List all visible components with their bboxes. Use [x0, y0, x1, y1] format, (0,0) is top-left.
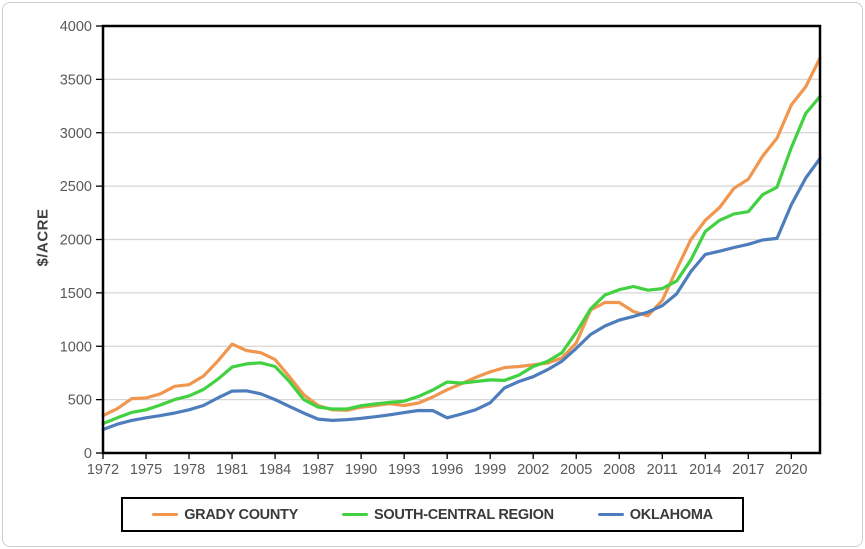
- legend-label-grady-county: GRADY COUNTY: [184, 506, 298, 523]
- x-axis-tick-label: 1993: [388, 462, 420, 478]
- legend-item-south-central-region: SOUTH-CENTRAL REGION: [341, 506, 554, 523]
- x-axis-tick-label: 2008: [603, 462, 635, 478]
- y-axis-tick-label: 2000: [60, 233, 92, 249]
- legend-line-swatch-oklahoma: [597, 512, 624, 517]
- x-axis-tick-label: 2017: [732, 462, 764, 478]
- y-axis-tick-label: 1000: [60, 339, 92, 355]
- legend-line-swatch-grady-county: [152, 512, 179, 517]
- x-axis-tick-label: 1987: [302, 462, 334, 478]
- legend-item-oklahoma: OKLAHOMA: [597, 506, 713, 523]
- x-axis-tick-label: 1978: [173, 462, 205, 478]
- y-axis-tick-label: 3500: [60, 72, 92, 88]
- x-axis-tick-label: 1990: [345, 462, 377, 478]
- x-axis-tick-label: 1999: [474, 462, 506, 478]
- legend-label-oklahoma: OKLAHOMA: [629, 506, 713, 523]
- x-axis-tick-label: 1975: [130, 462, 162, 478]
- y-axis-tick-label: 4000: [60, 19, 92, 35]
- legend-item-grady-county: GRADY COUNTY: [152, 507, 298, 523]
- series-line-south-central-region: [101, 94, 822, 426]
- series-line-grady-county: [101, 56, 822, 418]
- x-axis-tick-label: 2020: [775, 462, 807, 478]
- x-axis-tick-label: 1996: [431, 462, 463, 478]
- legend-label-south-central-region: SOUTH-CENTRAL REGION: [373, 506, 554, 523]
- x-axis-tick-label: 1972: [87, 462, 119, 478]
- y-axis-title: $/ACRE: [34, 208, 52, 267]
- y-axis-tick-label: 2500: [60, 179, 92, 195]
- y-axis-tick-label: 0: [84, 446, 92, 462]
- legend-box: GRADY COUNTY SOUTH-CENTRAL REGION OKLAHO…: [121, 497, 744, 532]
- y-axis-tick-label: 1500: [60, 286, 92, 302]
- x-axis-tick-label: 1981: [216, 462, 248, 478]
- x-axis-tick-label: 1984: [259, 462, 291, 478]
- y-axis-tick-label: 3000: [60, 126, 92, 142]
- x-axis-tick-label: 2014: [689, 462, 721, 478]
- legend-line-swatch-south-central-region: [341, 512, 368, 517]
- y-axis-tick-label: 500: [68, 393, 92, 409]
- series-line-oklahoma: [101, 156, 822, 432]
- x-axis-tick-label: 2011: [647, 462, 678, 478]
- x-axis-tick-label: 2005: [560, 462, 592, 478]
- x-axis-tick-label: 2002: [517, 462, 549, 478]
